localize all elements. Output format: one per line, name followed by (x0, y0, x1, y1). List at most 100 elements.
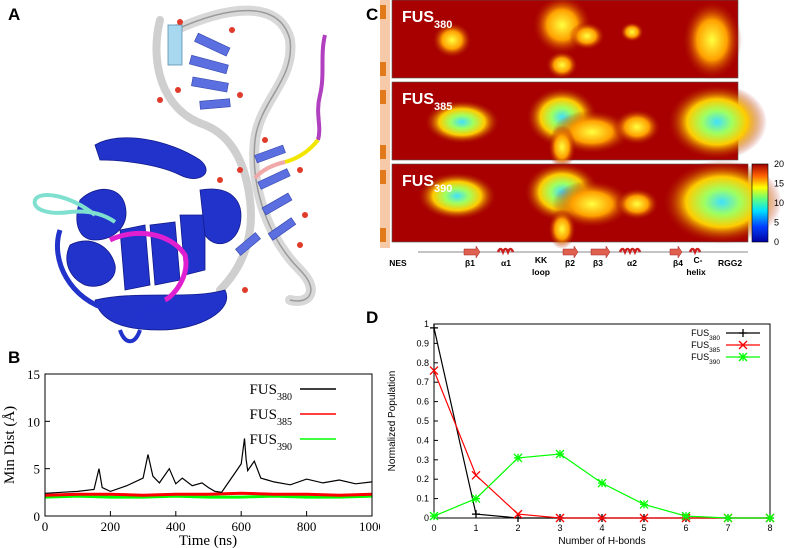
domain-label: C- (694, 255, 703, 265)
colorbar-tick-label: 10 (774, 198, 784, 208)
beta-strand-arrow (590, 245, 611, 259)
chart-b-series-FUS380 (44, 438, 373, 494)
chart-d-xtick-label: 8 (767, 523, 772, 533)
chart-d-legend-marker (738, 340, 748, 350)
chart-d-point (471, 494, 481, 504)
chart-d-point (429, 366, 439, 376)
chart-d-point (639, 513, 649, 523)
heatmap-row-label: FUS390 (402, 173, 452, 195)
protein-rna-structure-illustration (32, 5, 327, 344)
heatmap-row-1: FUS380 (391, 0, 742, 80)
chart-d-xtick-label: 6 (683, 523, 688, 533)
alpha-helix-coil (618, 247, 642, 256)
contact-heatmap-panel: FUS380 FUS385 FUS390 20 15 10 5 0 NES β1 α1 KK loo… (378, 0, 790, 300)
heatmap-hotspot (548, 125, 576, 169)
beta-strand-arrow (463, 245, 481, 259)
domain-label: loop (532, 267, 550, 277)
beta-strand-arrow (562, 245, 579, 259)
chart-b-legend-label: FUS385 (249, 407, 292, 428)
panel-letter-a: A (8, 5, 21, 24)
chart-d-xtick-label: 5 (641, 523, 646, 533)
panel-letter-c: C (366, 5, 379, 24)
chart-b-legend-label: FUS390 (249, 432, 292, 453)
heatmap-row-label: FUS380 (402, 9, 452, 31)
chart-d-point (513, 453, 523, 463)
chart-d-ytick-label: 0.9 (416, 338, 429, 348)
chart-b-series-FUS385 (44, 491, 373, 497)
chart-d-point (513, 509, 523, 519)
chart-d-ytick-label: 0.6 (416, 397, 429, 407)
chart-d-point (514, 514, 522, 522)
chart-d-ytick-label: 0.8 (416, 358, 429, 368)
chart-d-point (639, 499, 649, 509)
heatmap-hotspot (613, 109, 661, 145)
heatmap-hotspot (546, 51, 578, 79)
contact-heatmap-svg: FUS380 FUS385 FUS390 20 15 10 5 0 NES β1 α1 KK loo… (380, 0, 784, 277)
heatmap-hotspot (548, 209, 576, 249)
chart-d-point (765, 513, 775, 523)
domain-label: RGG2 (718, 258, 742, 268)
heatmap-hotspot (432, 22, 472, 58)
domain-label: β1 (465, 258, 475, 268)
chart-b-xtick-label: 600 (231, 519, 251, 534)
colorbar-tick-label: 0 (774, 237, 779, 247)
hbond-population-chart: 0 1 2 3 4 5 6 7 8 0 0.1 0.2 0.3 0.4 0.5 0.6 0.7 0.8 0.9 1 N… (387, 319, 775, 547)
chart-d-point (555, 449, 565, 459)
chart-b-xtick-label: 0 (42, 519, 49, 534)
chart-b-xtick-label: 800 (297, 519, 317, 534)
chart-d-point (597, 513, 607, 523)
chart-d-ytick-label: 0.3 (416, 455, 429, 465)
chart-d-legend-marker (738, 352, 748, 362)
chart-d-xtick-label: 7 (725, 523, 730, 533)
chart-b-xlabel: Time (ns) (179, 533, 237, 548)
chart-d-series-FUS380 (430, 323, 774, 522)
chart-d-point (681, 511, 691, 521)
beta-strand-arrow (669, 245, 683, 259)
chart-d-point (472, 510, 480, 519)
chart-d-ytick-label: 1 (424, 319, 429, 329)
chart-d-legend-marker (739, 329, 747, 337)
chart-b-ylabel: Min Dist (Å) (2, 406, 18, 484)
chart-d-ytick-label: 0.4 (416, 435, 429, 445)
domain-label: helix (686, 267, 706, 277)
chart-d-xtick-label: 1 (473, 523, 478, 533)
domain-label: KK (535, 255, 548, 265)
domain-label: α1 (501, 258, 511, 268)
chart-d-ytick-label: 0.2 (416, 474, 429, 484)
chart-b-ytick-label: 5 (34, 462, 41, 477)
chart-b-legend-label: FUS380 (249, 382, 292, 403)
chart-d-point (429, 511, 439, 521)
chart-b-xtick-label: 200 (101, 519, 121, 534)
chart-b-frame (44, 373, 373, 517)
heatmap-hotspot (569, 22, 605, 50)
chart-d-point (597, 478, 607, 488)
chart-d-series-FUS390 (429, 449, 775, 523)
chart-b-ytick-label: 10 (27, 414, 40, 429)
heatmap-hotspot (417, 172, 497, 220)
chart-d-ytick-label: 0.5 (416, 416, 429, 426)
heatmap-hotspot (424, 100, 500, 144)
chart-d-point (430, 323, 438, 332)
chart-d-ylabel: Normalized Population (387, 371, 398, 472)
chart-d-xtick-label: 0 (431, 523, 436, 533)
chart-d-legend-label: FUS380 (691, 328, 720, 342)
chart-d-point (471, 470, 481, 480)
domain-label: β3 (593, 258, 603, 268)
colorbar-tick-label: 15 (774, 179, 784, 189)
chart-d-xtick-label: 2 (515, 523, 520, 533)
chart-b-ytick-label: 0 (34, 509, 41, 524)
heatmap-row-3: FUS390 (391, 160, 782, 249)
domain-label: β2 (565, 258, 575, 268)
heatmap-hotspot (667, 84, 767, 160)
alpha-helix-coil (496, 247, 515, 256)
chart-b-xtick-label: 400 (166, 519, 186, 534)
chart-d-point (555, 513, 565, 523)
chart-b-series-FUS390 (44, 494, 373, 499)
chart-d-ytick-label: 0.1 (416, 494, 429, 504)
heatmap-hotspot (615, 188, 659, 220)
chart-d-legend-label: FUS390 (691, 352, 720, 366)
chart-d-ytick-label: 0 (424, 513, 429, 523)
heatmap-row-2: FUS385 (391, 81, 767, 169)
